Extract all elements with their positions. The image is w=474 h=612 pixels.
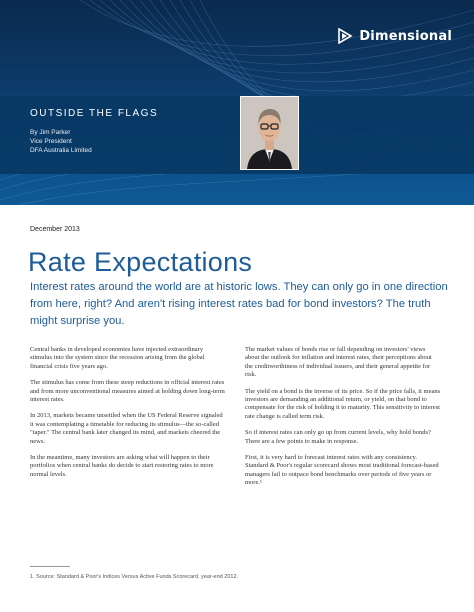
article-date: December 2013 (30, 226, 80, 233)
paragraph: First, it is very hard to forecast inter… (245, 454, 439, 487)
header-band (0, 96, 474, 174)
right-column: The market values of bonds rise or fall … (245, 346, 441, 496)
paragraph: In the meantime, many investors are aski… (30, 454, 214, 478)
brand-name: Dimensional (359, 28, 452, 44)
footnote-divider (30, 566, 70, 567)
paragraph: Central banks in developed economies hav… (30, 346, 205, 370)
paragraph: So if interest rates can only go up from… (245, 429, 431, 445)
author-photo (240, 96, 299, 170)
dimensional-logo-icon (338, 28, 353, 44)
brand-logo: Dimensional (337, 28, 452, 44)
paragraph: The yield on a bond is the inverse of it… (245, 387, 441, 420)
footnote: 1. Source: Standard & Poor's Indices Ver… (30, 574, 239, 580)
author-name: By Jim Parker (30, 129, 71, 136)
article-title: Rate Expectations (28, 247, 253, 277)
paragraph: The stimulus has come from these steep r… (30, 379, 225, 404)
paragraph: In 2013, markets became unsettled when t… (30, 412, 223, 445)
portrait-image (241, 97, 298, 169)
left-column: Central banks in developed economies hav… (30, 346, 226, 487)
article-lede: Interest rates around the world are at h… (30, 281, 448, 327)
section-label: OUTSIDE THE FLAGS (30, 108, 159, 119)
paragraph: The market values of bonds rise or fall … (245, 346, 432, 379)
author-role: Vice President (30, 138, 72, 145)
author-company: DFA Australia Limited (30, 147, 92, 154)
header-banner: Dimensional OUTSIDE THE FLAGS By Jim Par… (0, 0, 474, 205)
author-block: By Jim Parker Vice President DFA Austral… (30, 128, 92, 155)
